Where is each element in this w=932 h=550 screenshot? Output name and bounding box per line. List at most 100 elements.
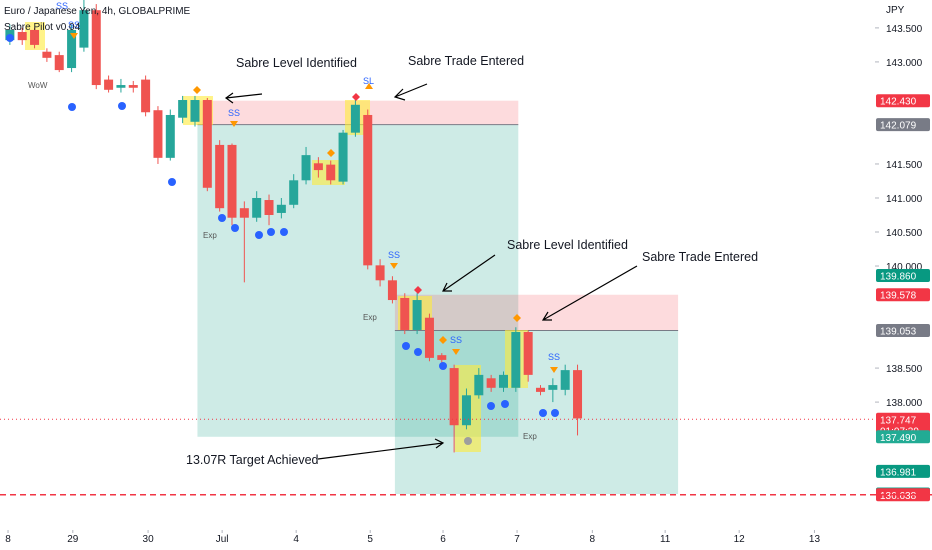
candle-body: [264, 200, 274, 215]
candle-body: [141, 79, 151, 113]
marker-label: SS: [68, 20, 80, 30]
candle-body: [511, 332, 521, 388]
price-label-box: [876, 118, 930, 132]
price-label-box: [876, 323, 930, 337]
candle-body: [363, 114, 373, 266]
marker-label: SS: [548, 352, 560, 362]
candle-body: [165, 114, 175, 158]
candle-body: [326, 164, 336, 181]
candle-body: [79, 10, 89, 48]
y-tick-label: 141.500: [886, 160, 923, 171]
y-tick-label: 138.500: [886, 364, 923, 375]
price-label: 137.747: [880, 415, 917, 426]
chart-title: Euro / Japanese Yen, 4h, GLOBALPRIME: [4, 6, 191, 17]
candle-body: [474, 374, 484, 396]
x-tick-label: 8: [590, 534, 596, 545]
currency: JPY: [886, 5, 905, 16]
candle-body: [42, 51, 52, 58]
candle-body: [548, 385, 558, 390]
candle-body: [104, 79, 114, 90]
x-tick-label: 4: [293, 534, 299, 545]
candle-body: [116, 85, 126, 88]
indicator-name: Sabre Pilot v0.04: [4, 22, 81, 33]
price-label-box: [876, 430, 930, 444]
y-tick-label: 138.000: [886, 398, 923, 409]
price-label: 136.638: [880, 491, 917, 502]
candle-body: [252, 197, 262, 218]
x-tick-label: 29: [67, 534, 79, 545]
y-tick-label: 141.000: [886, 194, 923, 205]
y-tick-label: 143.000: [886, 58, 923, 69]
annotation: Sabre Level Identified: [507, 238, 628, 252]
candle-body: [190, 100, 200, 122]
price-label-box: [876, 94, 930, 108]
candle-body: [498, 374, 508, 388]
candle-body: [276, 204, 286, 213]
candle-body: [338, 132, 348, 182]
candle-body: [54, 55, 64, 71]
x-tick-label: 6: [440, 534, 446, 545]
candle-body: [17, 31, 27, 41]
marker-label: Exp: [363, 313, 377, 322]
y-tick-label: 140.500: [886, 228, 923, 239]
price-label: 139.578: [880, 291, 917, 302]
marker-label: SL: [363, 76, 374, 86]
candle-body: [560, 370, 570, 390]
annotation: Sabre Trade Entered: [642, 250, 758, 264]
candle-body: [573, 370, 583, 419]
price-label: 137.490: [880, 433, 917, 444]
candle-body: [387, 280, 397, 301]
marker-label: SS: [388, 250, 400, 260]
candle-body: [215, 144, 225, 209]
signal-markers: [6, 33, 559, 445]
price-label: 136.981: [880, 467, 917, 478]
annotation-arrows: [224, 83, 638, 460]
candle-body: [400, 297, 410, 330]
candle-body: [449, 368, 459, 426]
candle-body: [350, 104, 360, 133]
marker-label: Exp: [523, 432, 537, 441]
candle-body: [523, 332, 533, 375]
stop-zone: [394, 294, 679, 331]
y-tick-label: 140.000: [886, 262, 923, 273]
x-tick-label: 13: [809, 534, 821, 545]
x-tick-label: 11: [660, 534, 671, 545]
x-tick-label: 12: [734, 534, 746, 545]
x-tick-label: 8: [5, 534, 11, 545]
price-label: 142.430: [880, 97, 917, 108]
candle-body: [178, 100, 188, 118]
candle-body: [128, 85, 138, 88]
candle-body: [375, 265, 385, 281]
annotation: Sabre Trade Entered: [408, 54, 524, 68]
marker-label: SS: [450, 335, 462, 345]
candle-body: [239, 208, 249, 218]
candle-body: [153, 110, 163, 158]
candle-body: [227, 144, 237, 218]
candle-body: [412, 300, 422, 330]
candle-body: [301, 155, 311, 181]
x-tick-label: 7: [514, 534, 520, 545]
x-tick-label: 5: [367, 534, 373, 545]
candle-body: [313, 163, 323, 171]
price-label-box: [876, 464, 930, 478]
target-zone: [394, 330, 679, 495]
candle-body: [91, 10, 101, 86]
marker-label: WoW: [28, 81, 48, 90]
price-label-box: [876, 288, 930, 302]
candle-body: [30, 29, 40, 45]
candle-body: [424, 317, 434, 358]
price-label: 142.079: [880, 121, 917, 132]
annotation: 13.07R Target Achieved: [186, 453, 319, 467]
y-tick-label: 143.500: [886, 24, 923, 35]
candle-body: [202, 100, 212, 188]
candle-body: [461, 395, 471, 426]
candle-body: [289, 180, 299, 205]
candle-body: [486, 378, 496, 388]
marker-label: SS: [56, 1, 68, 11]
x-tick-label: 30: [143, 534, 155, 545]
candle-body: [67, 29, 77, 69]
x-tick-label: Jul: [216, 534, 229, 545]
price-label-box: [876, 269, 930, 283]
annotation: Sabre Level Identified: [236, 56, 357, 70]
